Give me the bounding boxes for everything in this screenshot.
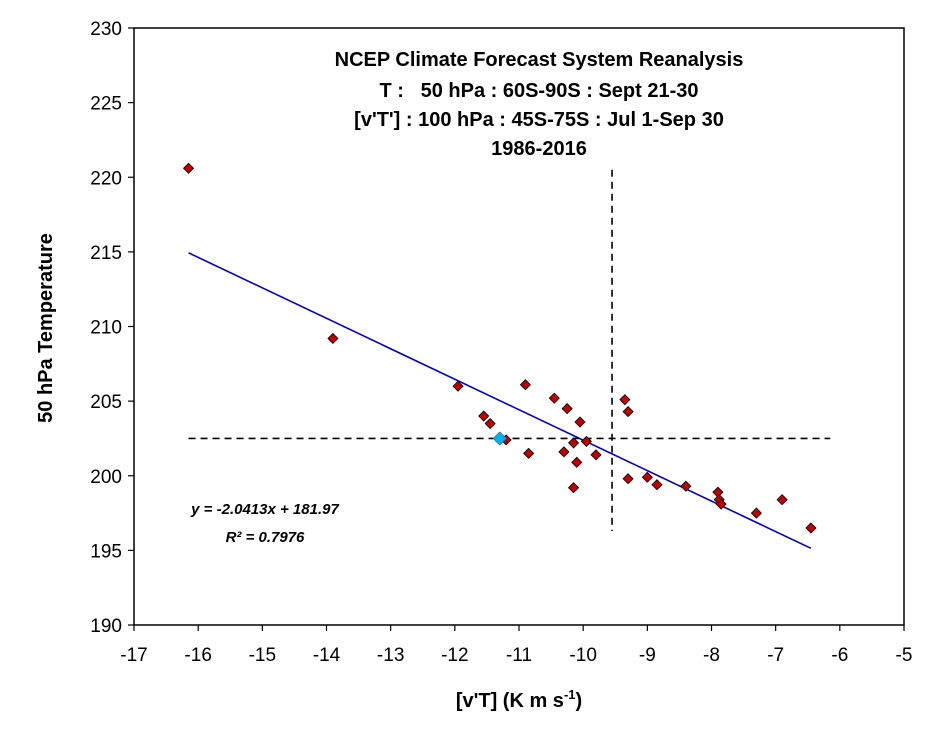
r-squared-label: R² = 0.7976 (226, 529, 305, 546)
x-tick-label: -9 (639, 645, 656, 666)
x-tick-label: -14 (313, 645, 341, 666)
data-point (680, 480, 692, 492)
y-tick-label: 225 (90, 94, 122, 115)
x-tick-label: -5 (896, 645, 913, 666)
data-point (452, 380, 464, 392)
title-line-4: 1986-2016 (491, 138, 587, 160)
title-line-3: [v'T'] : 100 hPa : 45S-75S : Jul 1-Sep 3… (354, 109, 724, 131)
data-point (805, 522, 817, 534)
data-point (651, 479, 663, 491)
x-tick-label: -16 (184, 645, 211, 666)
y-tick-label: 210 (90, 318, 122, 339)
x-tick-label: -15 (249, 645, 276, 666)
x-tick-label: -17 (120, 645, 147, 666)
data-point (776, 494, 788, 506)
x-axis-title-end: ) (576, 690, 583, 712)
data-point (558, 446, 570, 458)
y-tick-label: 215 (90, 243, 122, 264)
data-point (622, 406, 634, 418)
data-point (478, 410, 490, 422)
y-axis-ticks: 190 195 200 205 210 215 220 225 230 (90, 19, 134, 637)
data-point (619, 394, 631, 406)
data-point (715, 498, 727, 510)
x-axis-ticks: -17 -16 -15 -14 -13 -12 -11 -10 -9 -8 -7 -6 -5 (120, 625, 912, 666)
chart-title: NCEP Climate Forecast System Reanalysis … (335, 49, 744, 160)
x-tick-label: -6 (831, 645, 848, 666)
data-point (567, 437, 580, 449)
highlighted-data-point (492, 431, 507, 446)
data-point (750, 507, 762, 519)
data-point (571, 456, 583, 468)
data-point (574, 416, 586, 428)
data-point (523, 447, 535, 459)
x-tick-label: -12 (441, 645, 468, 666)
data-point (590, 449, 602, 461)
reference-lines (188, 169, 831, 531)
data-points (182, 162, 817, 534)
data-point (567, 482, 580, 494)
regression-line (188, 252, 812, 550)
x-tick-label: -7 (767, 645, 784, 666)
data-point (622, 473, 634, 485)
y-tick-label: 200 (90, 467, 122, 488)
title-line-2: T : 50 hPa : 60S-90S : Sept 21-30 (379, 80, 698, 102)
y-tick-label: 195 (90, 541, 122, 562)
trendline-group (188, 252, 812, 550)
trendline-equation: y = -2.0413x + 181.97 (190, 501, 339, 518)
data-point (561, 403, 573, 415)
title-line-1: NCEP Climate Forecast System Reanalysis (335, 49, 744, 71)
data-point (327, 332, 339, 345)
y-tick-label: 190 (90, 616, 122, 637)
x-tick-label: -11 (506, 645, 532, 666)
plot-area (133, 27, 905, 626)
y-axis-title: 50 hPa Temperature (35, 233, 57, 423)
data-point (580, 435, 592, 447)
x-axis-title-sup: -1 (564, 687, 576, 702)
data-point (182, 162, 195, 174)
y-tick-label: 230 (90, 19, 122, 40)
y-tick-label: 220 (90, 168, 122, 189)
data-point (484, 417, 496, 430)
x-tick-label: -13 (377, 645, 404, 666)
data-point (641, 471, 653, 483)
data-point (519, 379, 531, 391)
x-tick-label: -10 (569, 645, 596, 666)
x-axis-title: [v'T] (K m s-1) (456, 687, 582, 712)
y-tick-label: 205 (90, 392, 122, 413)
x-axis-title-main: [v'T] (K m s (456, 690, 564, 712)
x-tick-label: -8 (703, 645, 720, 666)
data-point (548, 392, 560, 404)
